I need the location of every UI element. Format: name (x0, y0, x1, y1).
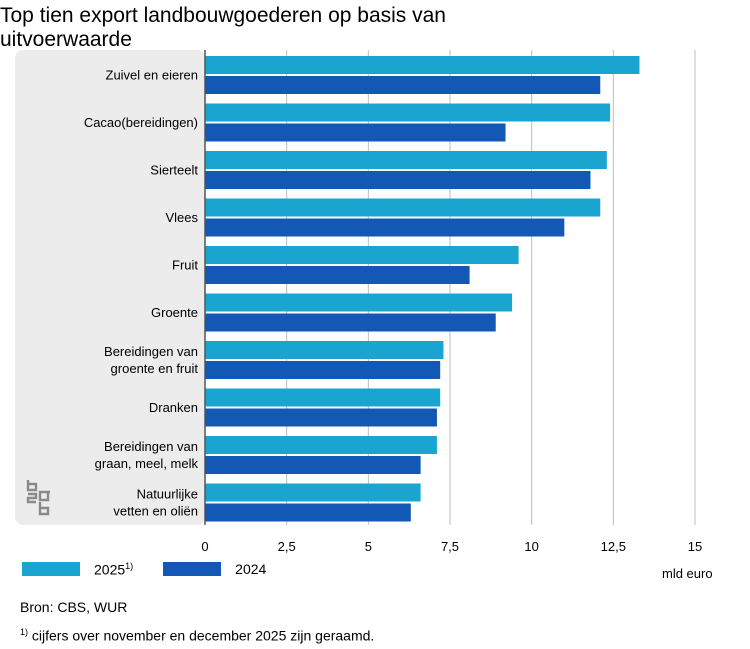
category-label: Bereidingen van (104, 439, 198, 454)
x-axis-unit-label: mld euro (662, 566, 713, 581)
category-label: vetten en oliën (113, 504, 198, 519)
x-tick-label: 0 (201, 539, 208, 554)
x-tick-label: 5 (365, 539, 372, 554)
category-label: Zuivel en eieren (106, 68, 199, 83)
category-label: Bereidingen van (104, 344, 198, 359)
bars (205, 56, 640, 522)
bar-2025 (205, 198, 601, 217)
bar-2024 (205, 123, 506, 142)
bar-2025 (205, 483, 421, 502)
category-labels: Zuivel en eieren Cacao(bereidingen) Sierte… (84, 68, 199, 519)
legend-label-2024: 2024 (235, 561, 267, 578)
bar-2024 (205, 408, 437, 427)
legend-item-2025: 20251) (22, 561, 133, 578)
bar-2024 (205, 503, 411, 522)
bar-2024 (205, 218, 565, 237)
bar-2025 (205, 103, 611, 122)
x-tick-label: 7,5 (441, 539, 459, 554)
legend-swatch-2025 (22, 562, 80, 577)
bar-2025 (205, 341, 444, 359)
x-tick-label: 2,5 (278, 539, 296, 554)
category-label: Vlees (165, 210, 198, 225)
x-tick-label: 10 (524, 539, 538, 554)
x-tick-label: 15 (688, 539, 702, 554)
bar-2025 (205, 246, 519, 264)
bar-2024 (205, 313, 496, 332)
x-tick-labels: 0 2,5 5 7,5 10 12,5 15 (201, 539, 702, 554)
x-tick-label: 12,5 (601, 539, 626, 554)
footnote: 1) cijfers over november en december 202… (20, 627, 375, 644)
source-note: Bron: CBS, WUR (20, 599, 128, 615)
category-label: groente en fruit (111, 361, 199, 376)
category-label: Sierteelt (150, 163, 198, 178)
category-band (15, 50, 205, 525)
bar-2025 (205, 388, 441, 407)
category-label: Groente (151, 305, 198, 320)
bar-2024 (205, 76, 601, 94)
legend: 20251) 2024 (22, 561, 296, 578)
bar-2025 (205, 151, 607, 169)
category-label: graan, meel, melk (95, 456, 199, 471)
bar-chart: Zuivel en eieren Cacao(bereidingen) Sierte… (15, 50, 702, 554)
legend-item-2024: 2024 (163, 561, 266, 577)
cbs-logo-icon (26, 480, 50, 516)
category-label: Dranken (149, 400, 198, 415)
category-label: Natuurlijke (137, 487, 198, 502)
bar-2024 (205, 361, 441, 379)
bar-2024 (205, 266, 470, 284)
category-label: Cacao(bereidingen) (84, 115, 198, 130)
bar-2025 (205, 293, 513, 312)
chart-title: Top tien export landbouwgoederen op basi… (0, 4, 446, 51)
bar-2025 (205, 436, 437, 454)
bar-2025 (205, 56, 640, 74)
legend-label-2025: 20251) (94, 561, 134, 578)
bar-2024 (205, 171, 591, 189)
category-label: Fruit (172, 258, 198, 273)
legend-swatch-2024 (163, 562, 222, 577)
bar-2024 (205, 456, 421, 474)
